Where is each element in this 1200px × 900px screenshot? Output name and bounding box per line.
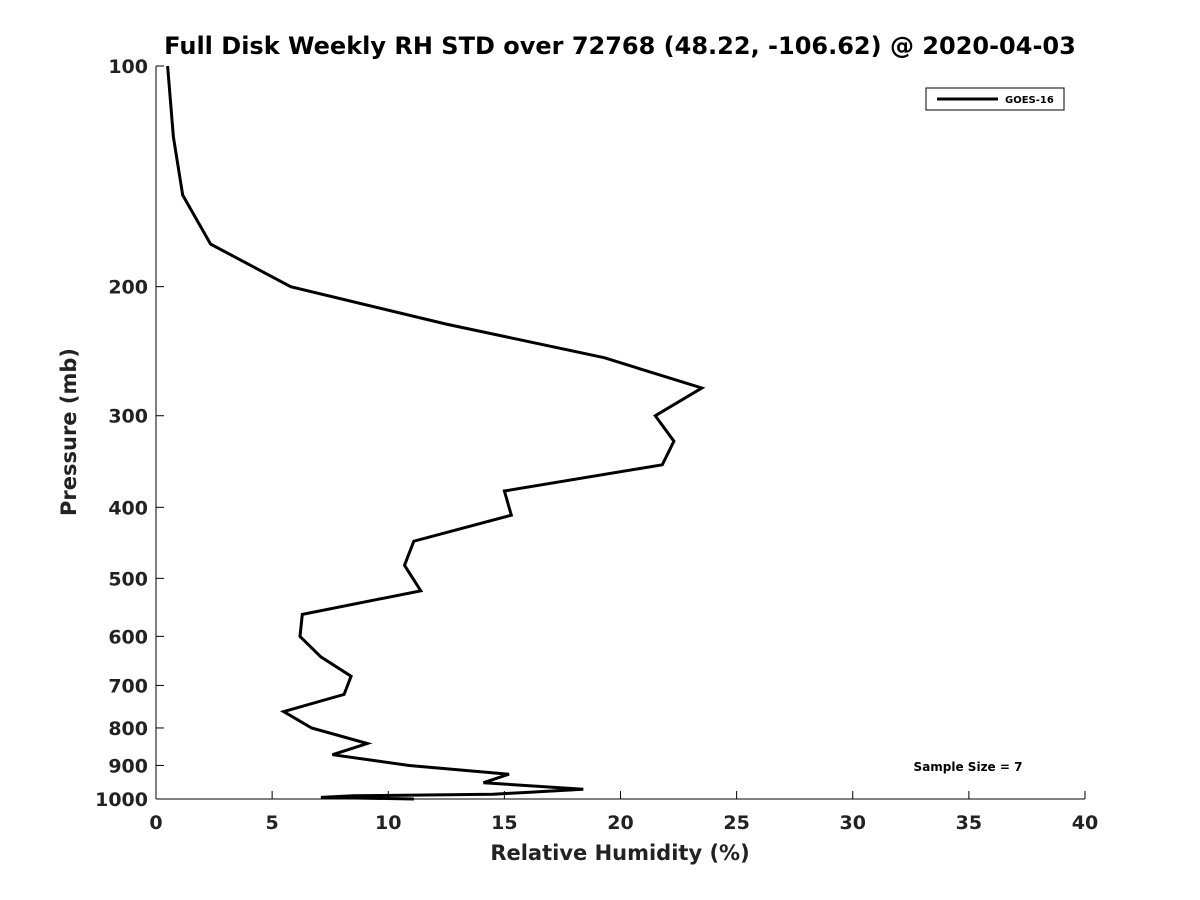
x-axis-ticks: 0 5 10 15 20 25 30 35 40 bbox=[149, 791, 1098, 834]
x-tick-label: 10 bbox=[375, 812, 401, 834]
chart-title: Full Disk Weekly RH STD over 72768 (48.2… bbox=[164, 32, 1076, 60]
y-tick-label: 1000 bbox=[95, 789, 148, 811]
y-axis-ticks: 100 200 300 400 500 600 700 800 900 1000 bbox=[95, 56, 164, 811]
y-tick-label: 600 bbox=[108, 626, 148, 648]
x-tick-label: 30 bbox=[840, 812, 866, 834]
plot-area bbox=[155, 66, 1085, 800]
x-tick-label: 15 bbox=[491, 812, 517, 834]
legend-label-goes-16: GOES-16 bbox=[1005, 95, 1054, 106]
y-tick-label: 800 bbox=[108, 718, 148, 740]
x-tick-label: 5 bbox=[266, 812, 279, 834]
y-tick-label: 700 bbox=[108, 675, 148, 697]
x-tick-label: 0 bbox=[149, 812, 162, 834]
y-tick-label: 400 bbox=[108, 497, 148, 519]
y-tick-label: 900 bbox=[108, 755, 148, 777]
sample-size-annotation: Sample Size = 7 bbox=[914, 760, 1023, 774]
x-axis-label: Relative Humidity (%) bbox=[490, 841, 749, 865]
y-tick-label: 300 bbox=[108, 406, 148, 428]
y-tick-label: 100 bbox=[108, 56, 148, 78]
series-line-goes-16 bbox=[166, 65, 706, 801]
x-tick-label: 35 bbox=[956, 812, 982, 834]
x-tick-label: 40 bbox=[1072, 812, 1098, 834]
y-axis-label: Pressure (mb) bbox=[57, 348, 81, 516]
y-tick-label: 200 bbox=[108, 277, 148, 299]
legend: GOES-16 bbox=[925, 87, 1065, 111]
x-tick-label: 25 bbox=[723, 812, 749, 834]
x-tick-label: 20 bbox=[607, 812, 633, 834]
y-tick-label: 500 bbox=[108, 568, 148, 590]
series-group bbox=[166, 65, 706, 801]
